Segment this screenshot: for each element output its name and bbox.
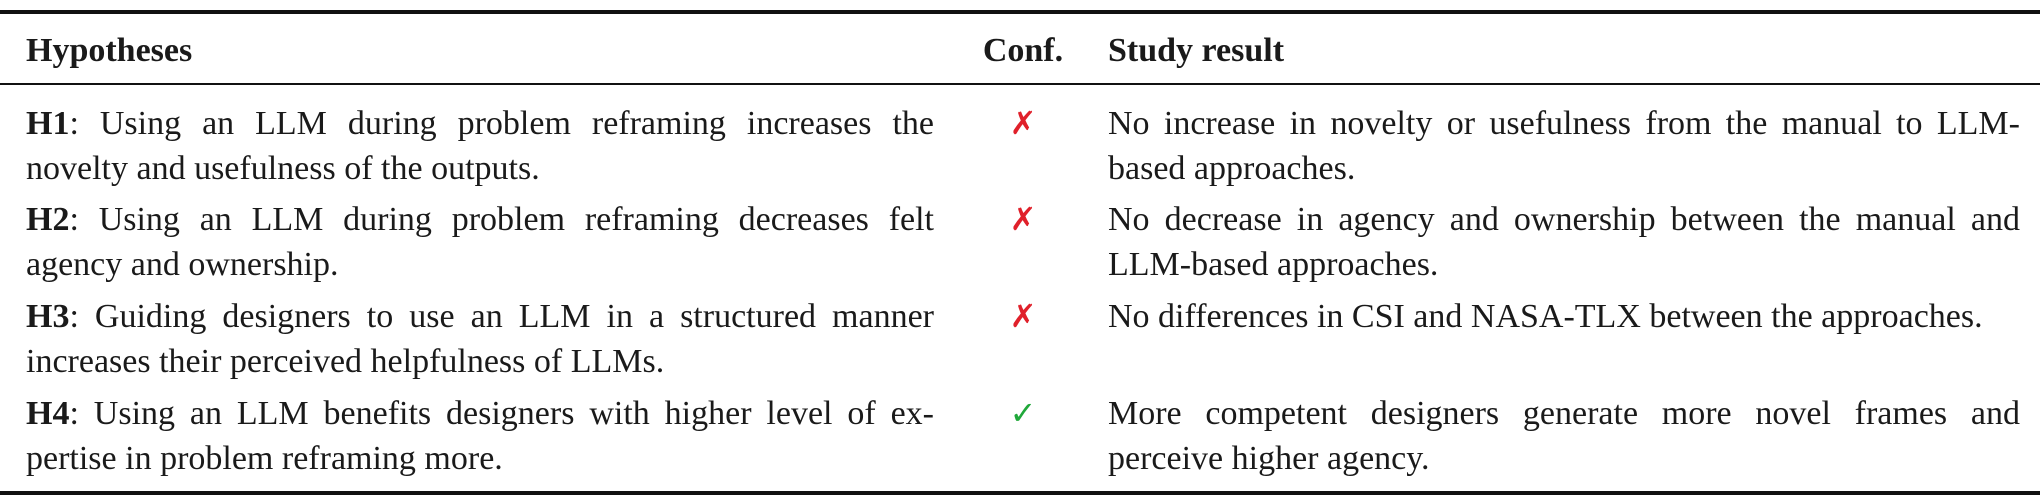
table-bottom-rule (0, 491, 2040, 495)
hypothesis-id: H1 (26, 105, 70, 142)
study-result-cell: No decrease in agency and ownership betw… (1108, 201, 2020, 283)
hypothesis-text: : Using an LLM during problem reframing … (26, 105, 934, 187)
study-result-cell: No increase in novelty or usefulness fro… (1108, 105, 2020, 187)
hypothesis-cell: H3: Guiding designers to use an LLM in a… (26, 294, 934, 384)
header-conf: Conf. (982, 32, 1064, 69)
check-icon: ✓ (1009, 394, 1037, 432)
hypothesis-cell: H2: Using an LLM during problem reframin… (26, 197, 934, 287)
hypothesis-text: : Guiding designers to use an LLM in a s… (26, 298, 934, 380)
hypothesis-cell: H4: Using an LLM benefits designers with… (26, 391, 934, 481)
cross-icon: ✗ (1009, 104, 1037, 142)
hypothesis-text: : Using an LLM benefits designers with h… (26, 395, 934, 477)
hypothesis-cell: H1: Using an LLM during problem reframin… (26, 101, 934, 191)
table-top-rule (0, 10, 2040, 14)
hypothesis-text: : Using an LLM during problem reframing … (26, 201, 934, 283)
study-result-cell: More competent designers generate more n… (1108, 395, 2020, 477)
header-hypotheses: Hypotheses (26, 32, 193, 69)
study-result-cell: No differences in CSI and NASA-TLX betwe… (1108, 298, 1983, 335)
cross-icon: ✗ (1009, 297, 1037, 335)
header-study-result: Study result (1108, 32, 1285, 69)
table-mid-rule (0, 83, 2040, 85)
cross-icon: ✗ (1009, 200, 1037, 238)
hypothesis-id: H3 (26, 298, 70, 335)
hypothesis-id: H4 (26, 395, 70, 432)
hypothesis-id: H2 (26, 201, 70, 238)
